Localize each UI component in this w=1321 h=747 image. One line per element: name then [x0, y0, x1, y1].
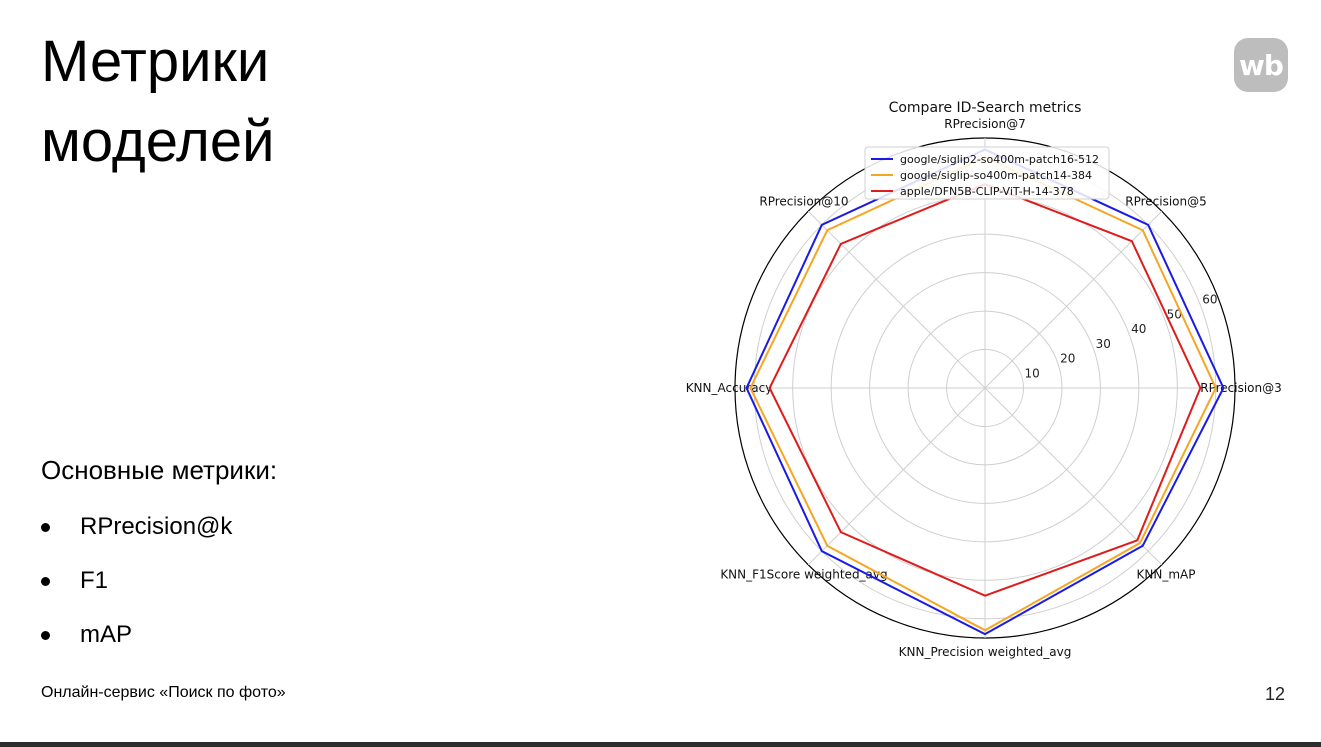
grid-spoke: [984, 387, 1163, 566]
radial-tick-label: 40: [1131, 322, 1146, 336]
grid-spoke: [807, 210, 986, 389]
metric-item: RPrecision@k: [41, 507, 232, 561]
radial-tick-label: 30: [1096, 337, 1111, 351]
legend-box: [864, 146, 1110, 200]
radial-tick-label: 10: [1025, 366, 1040, 380]
metrics-heading: Основные метрики:: [41, 455, 278, 485]
metric-item: mAP: [41, 615, 232, 669]
series-line: [749, 156, 1217, 632]
radial-tick-label: 60: [1202, 293, 1217, 307]
legend-label: apple/DFN5B-CLIP-ViT-H-14-378: [900, 185, 1074, 198]
grid-spoke: [807, 387, 986, 566]
axis-label: KNN_Accuracy: [686, 381, 773, 395]
radar-chart: 102030405060RPrecision@3RPrecision@5RPre…: [686, 100, 1282, 659]
wb-logo: wb: [1234, 38, 1288, 92]
axis-label: RPrecision@10: [759, 194, 848, 208]
chart-title: Compare ID-Search metrics: [889, 100, 1082, 116]
axis-label: RPrecision@7: [944, 117, 1026, 131]
bottom-bar: [0, 742, 1321, 747]
slide-title: Метрики моделей: [41, 29, 275, 174]
series-line: [768, 183, 1202, 597]
axis-label: KNN_mAP: [1137, 568, 1196, 582]
axis-label: RPrecision@5: [1125, 194, 1207, 208]
legend-label: google/siglip-so400m-patch14-384: [900, 169, 1092, 182]
radial-tick-label: 50: [1167, 307, 1182, 321]
radial-tick-label: 20: [1060, 352, 1075, 366]
axis-label: KNN_F1Score weighted_avg: [720, 568, 887, 582]
metric-item: F1: [41, 561, 232, 615]
series-line: [745, 148, 1225, 636]
footer-text: Онлайн-сервис «Поиск по фото»: [41, 684, 286, 701]
page-number: 12: [1265, 684, 1286, 704]
legend-label: google/siglip2-so400m-patch16-512: [900, 153, 1099, 166]
metrics-list: RPrecision@k F1 mAP: [41, 507, 232, 669]
axis-label: KNN_Precision weighted_avg: [899, 645, 1072, 659]
